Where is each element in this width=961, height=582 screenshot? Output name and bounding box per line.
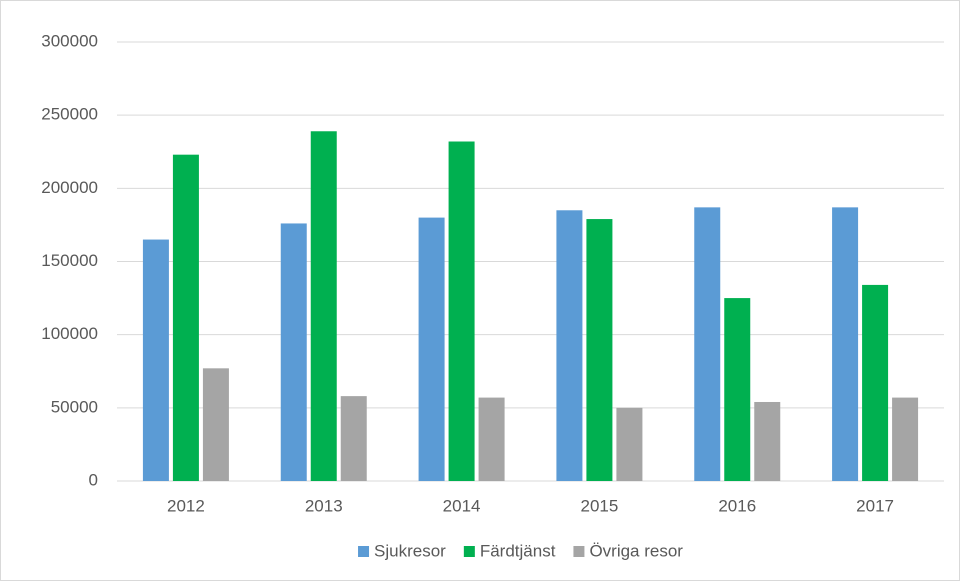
bar [862,284,889,481]
bar [172,154,199,481]
bar [754,401,781,481]
legend-swatch [573,546,585,557]
x-tick-label: 2016 [718,496,756,515]
y-tick-label: 300000 [41,31,98,50]
bar [418,217,445,481]
bar [724,298,751,481]
legend-label: Färdtjänst [480,541,556,560]
bar [142,239,169,481]
bar [616,407,643,481]
y-tick-label: 200000 [41,178,98,197]
x-tick-label: 2013 [305,496,343,515]
legend-label: Övriga resor [589,541,683,560]
legend-swatch [358,546,370,557]
y-tick-label: 150000 [41,251,98,270]
bar [340,396,367,481]
bar [478,397,505,481]
y-tick-label: 100000 [41,324,98,343]
bar [832,207,859,481]
x-tick-label: 2012 [167,496,205,515]
bar [310,131,337,481]
x-tick-label: 2014 [443,496,481,515]
y-tick-label: 50000 [51,397,98,416]
bar [280,223,307,481]
bar [556,210,583,482]
y-tick-label: 250000 [41,105,98,124]
legend-swatch [463,546,475,557]
x-tick-label: 2015 [581,496,619,515]
legend-label: Sjukresor [374,541,446,560]
bar [694,207,721,481]
bar [448,141,475,482]
y-tick-label: 0 [89,470,98,489]
bar [892,397,919,481]
bar [202,368,229,481]
bar [586,219,613,481]
x-tick-label: 2017 [856,496,894,515]
